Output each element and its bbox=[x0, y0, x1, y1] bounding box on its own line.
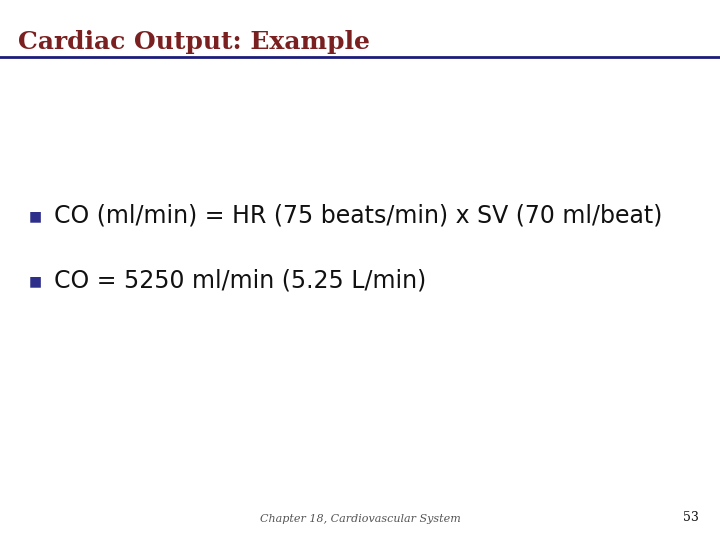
Text: ■: ■ bbox=[29, 274, 42, 288]
Text: Chapter 18, Cardiovascular System: Chapter 18, Cardiovascular System bbox=[260, 514, 460, 524]
Text: 53: 53 bbox=[683, 511, 698, 524]
Text: CO (ml/min) = HR (75 beats/min) x SV (70 ml/beat): CO (ml/min) = HR (75 beats/min) x SV (70… bbox=[54, 204, 662, 228]
Text: ■: ■ bbox=[29, 209, 42, 223]
Text: CO = 5250 ml/min (5.25 L/min): CO = 5250 ml/min (5.25 L/min) bbox=[54, 269, 426, 293]
Text: Cardiac Output: Example: Cardiac Output: Example bbox=[18, 30, 370, 53]
